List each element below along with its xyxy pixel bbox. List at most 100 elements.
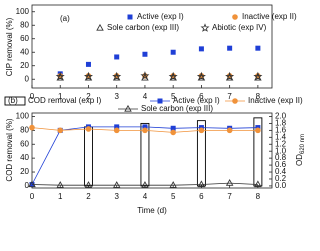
x-tick-label: 7 <box>227 92 232 101</box>
y2-label: OD <box>295 154 304 166</box>
bar <box>196 120 206 187</box>
y-tick-label: 0 <box>25 181 30 190</box>
legend-marker <box>96 23 104 31</box>
point <box>56 181 65 188</box>
x-axis-label: Time (d) <box>137 206 167 215</box>
point <box>57 127 64 134</box>
y-tick-label: 60 <box>20 34 29 43</box>
y2-tick-label: 2.0 <box>275 112 287 121</box>
plot-frame-a <box>31 4 273 89</box>
y2-tick-label: 1.0 <box>275 146 287 155</box>
point <box>85 126 92 132</box>
y-tick-label: 40 <box>20 47 29 56</box>
point <box>142 124 148 130</box>
point <box>253 71 263 81</box>
bar <box>140 122 150 187</box>
y2-tick-label: 0.6 <box>275 160 287 169</box>
legend-marker <box>157 98 163 104</box>
x-tick-label: 5 <box>171 92 176 101</box>
point <box>55 71 65 81</box>
point <box>170 125 176 131</box>
point <box>255 45 261 51</box>
point <box>114 124 120 130</box>
point <box>255 127 261 134</box>
x-tick-label: 3 <box>114 92 119 101</box>
x-tick-label: 2 <box>86 92 91 101</box>
point <box>198 127 205 134</box>
y2-label-sub: 620 nm <box>300 134 306 154</box>
x-tick-label: 3 <box>114 192 119 201</box>
panel-label: (a) <box>60 14 70 23</box>
y2-tick-label: 1.8 <box>275 119 287 128</box>
y-tick-label: 20 <box>20 167 29 176</box>
point <box>28 180 36 188</box>
bar <box>84 126 93 187</box>
point <box>169 181 177 188</box>
legend-label: COD removal (exp I) <box>28 96 102 105</box>
x-tick-label: 2 <box>86 192 91 201</box>
point <box>226 127 233 134</box>
panel-label: (b) <box>8 96 18 105</box>
legend-marker <box>124 104 132 112</box>
y2-axis-label: OD620 nm <box>295 134 305 166</box>
legend-label: Active (exp I) <box>137 12 184 21</box>
legend-marker <box>232 98 238 104</box>
x-tick-label: 6 <box>199 192 204 201</box>
y-tick-label: 60 <box>20 139 29 148</box>
legend-swatch <box>4 96 26 106</box>
legend-label: Active (exp I) <box>173 96 220 105</box>
point <box>84 181 93 188</box>
y2-tick-label: 0.0 <box>275 181 287 190</box>
y-tick-label: 80 <box>20 125 29 134</box>
x-tick-label: 7 <box>227 192 232 201</box>
y-tick-label: 100 <box>16 112 30 121</box>
legend-label: Abiotic (exp IV) <box>212 23 267 32</box>
legend-label: Inactive (exp II) <box>248 96 303 105</box>
y2-tick-label: 1.2 <box>275 139 287 148</box>
point <box>142 127 148 134</box>
y-axis-label: COD removal (%) <box>5 118 14 181</box>
y-tick-label: 0 <box>25 74 30 83</box>
x-tick-label: 5 <box>171 192 176 201</box>
x-tick-label: 6 <box>199 92 204 101</box>
legend-marker <box>200 23 210 32</box>
point <box>198 46 204 52</box>
point <box>170 129 176 136</box>
legend-label: Inactive (exp II) <box>242 12 297 21</box>
legend-label: Sole carbon (exp III) <box>107 23 179 32</box>
bar <box>253 117 263 187</box>
point <box>83 71 93 81</box>
point <box>170 49 176 55</box>
y2-tick-label: 1.4 <box>275 132 287 141</box>
point <box>113 127 120 134</box>
legend-marker <box>127 14 133 20</box>
y-tick-label: 20 <box>20 61 29 70</box>
x-tick-label: 0 <box>30 92 35 101</box>
point <box>225 71 235 81</box>
legend-label: Sole carbon (exp III) <box>141 104 213 113</box>
x-tick-label: 0 <box>30 192 35 201</box>
point <box>29 124 35 131</box>
y2-tick-label: 1.6 <box>275 125 287 134</box>
point <box>227 45 233 51</box>
y2-tick-label: 0.2 <box>275 174 287 183</box>
y2-tick-label: 0.8 <box>275 153 287 162</box>
y-tick-label: 100 <box>16 7 30 16</box>
x-tick-label: 4 <box>143 192 148 201</box>
series-line <box>31 182 258 186</box>
point <box>142 51 148 57</box>
point <box>141 181 149 188</box>
point <box>114 54 120 60</box>
x-tick-label: 8 <box>256 192 261 201</box>
point <box>197 180 206 188</box>
x-tick-label: 1 <box>58 192 63 201</box>
point <box>254 180 262 188</box>
series-line <box>31 126 258 185</box>
point <box>140 71 150 80</box>
y-axis-label: CIP removal (%) <box>5 17 14 76</box>
point <box>85 61 91 67</box>
y2-tick-label: 0.4 <box>275 167 287 176</box>
point <box>225 179 234 186</box>
y-tick-label: 80 <box>20 20 29 29</box>
point <box>196 71 206 81</box>
